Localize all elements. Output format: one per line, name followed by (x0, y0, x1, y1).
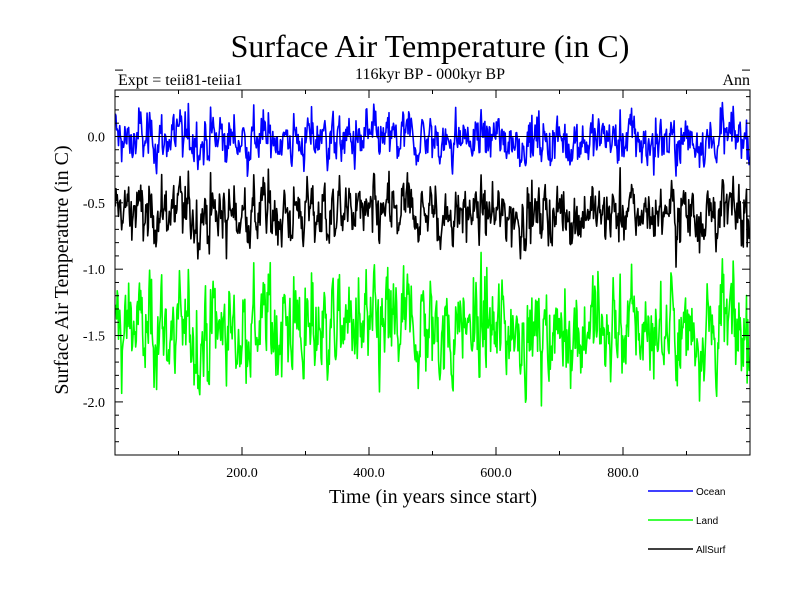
x-tick-label: 600.0 (480, 466, 512, 481)
experiment-label: Expt = teii81-teiia1 (118, 72, 243, 89)
x-axis-label: Time (in years since start) (329, 486, 537, 508)
y-tick-label: -1.0 (83, 263, 105, 278)
x-tick-label: 400.0 (353, 466, 385, 481)
legend-label-ocean: Ocean (696, 487, 725, 498)
chart-subtitle: 116kyr BP - 000kyr BP (355, 66, 505, 83)
x-tick-label: 800.0 (607, 466, 639, 481)
series-line-ocean (114, 101, 751, 177)
legend: Ocean Land AllSurf (648, 487, 726, 556)
series-line-land (114, 251, 751, 407)
season-label: Ann (722, 72, 750, 89)
legend-label-land: Land (696, 516, 718, 527)
x-tick-label: 200.0 (226, 466, 258, 481)
y-tick-label: -0.5 (83, 197, 105, 212)
series-line-allsurf (114, 166, 751, 268)
plot-series (114, 101, 751, 407)
y-tick-label: 0.0 (88, 130, 106, 145)
y-tick-label: -1.5 (83, 330, 105, 345)
legend-label-allsurf: AllSurf (696, 545, 726, 556)
y-axis-label: Surface Air Temperature (in C) (51, 145, 73, 394)
chart-title: Surface Air Temperature (in C) (230, 28, 630, 64)
axes: 200.0 400.0 600.0 800.0 0.0 -0.5 -1.0 -1.5 -2.0 (83, 69, 751, 481)
y-tick-label: -2.0 (83, 396, 105, 411)
